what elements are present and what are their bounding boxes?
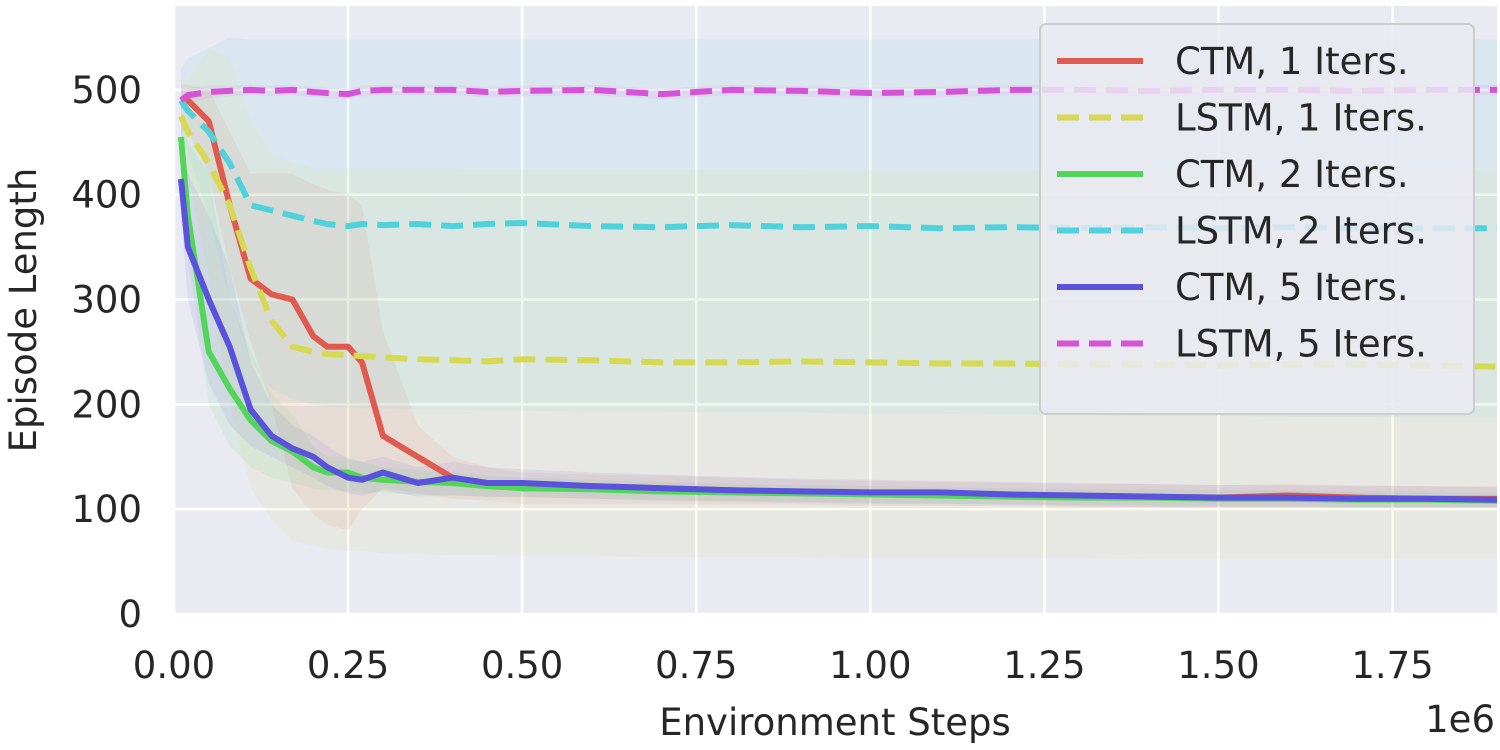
- y-tick-label: 500: [71, 69, 142, 112]
- legend-label: CTM, 1 Iters.: [1175, 40, 1409, 83]
- y-tick-label: 100: [71, 488, 142, 531]
- x-axis-offset-label: 1e6: [1425, 698, 1495, 741]
- x-tick-label: 1.75: [1351, 644, 1433, 687]
- x-tick-label: 0.25: [307, 644, 389, 687]
- x-tick-label: 0.00: [133, 644, 215, 687]
- line-ctm-5-iters: [178, 178, 1498, 503]
- y-tick-label: 300: [71, 279, 142, 322]
- band-ctm-5-iters: [181, 142, 1497, 509]
- x-tick-label: 1.25: [1003, 644, 1085, 687]
- legend-label: LSTM, 1 Iters.: [1175, 97, 1427, 140]
- legend-label: LSTM, 5 Iters.: [1175, 323, 1427, 366]
- x-axis-label: Environment Steps: [659, 701, 1011, 744]
- legend-box: [1039, 23, 1475, 415]
- legend: CTM, 1 Iters. LSTM, 1 Iters. CTM, 2 Iters.…: [1039, 23, 1475, 415]
- band-ctm-1-iters: [181, 84, 1497, 531]
- legend-label: LSTM, 2 Iters.: [1175, 210, 1427, 253]
- x-tick-label: 0.50: [481, 644, 563, 687]
- y-tick-label: 200: [71, 383, 142, 426]
- legend-label: CTM, 2 Iters.: [1175, 153, 1409, 196]
- y-tick-label: 400: [71, 174, 142, 217]
- y-axis-label: Episode Length: [2, 168, 45, 453]
- x-tick-label: 1.00: [829, 644, 911, 687]
- y-tick-label: 0: [118, 593, 142, 636]
- line-lstm-5-iters: [179, 86, 1497, 103]
- x-tick-label: 1.50: [1177, 644, 1259, 687]
- x-tick-label: 0.75: [655, 644, 737, 687]
- x-tick-labels: 0.00 0.25 0.50 0.75 1.00 1.25 1.50 1.75: [133, 644, 1434, 687]
- y-tick-labels: 0 100 200 300 400 500: [71, 69, 142, 636]
- legend-label: CTM, 5 Iters.: [1175, 266, 1409, 309]
